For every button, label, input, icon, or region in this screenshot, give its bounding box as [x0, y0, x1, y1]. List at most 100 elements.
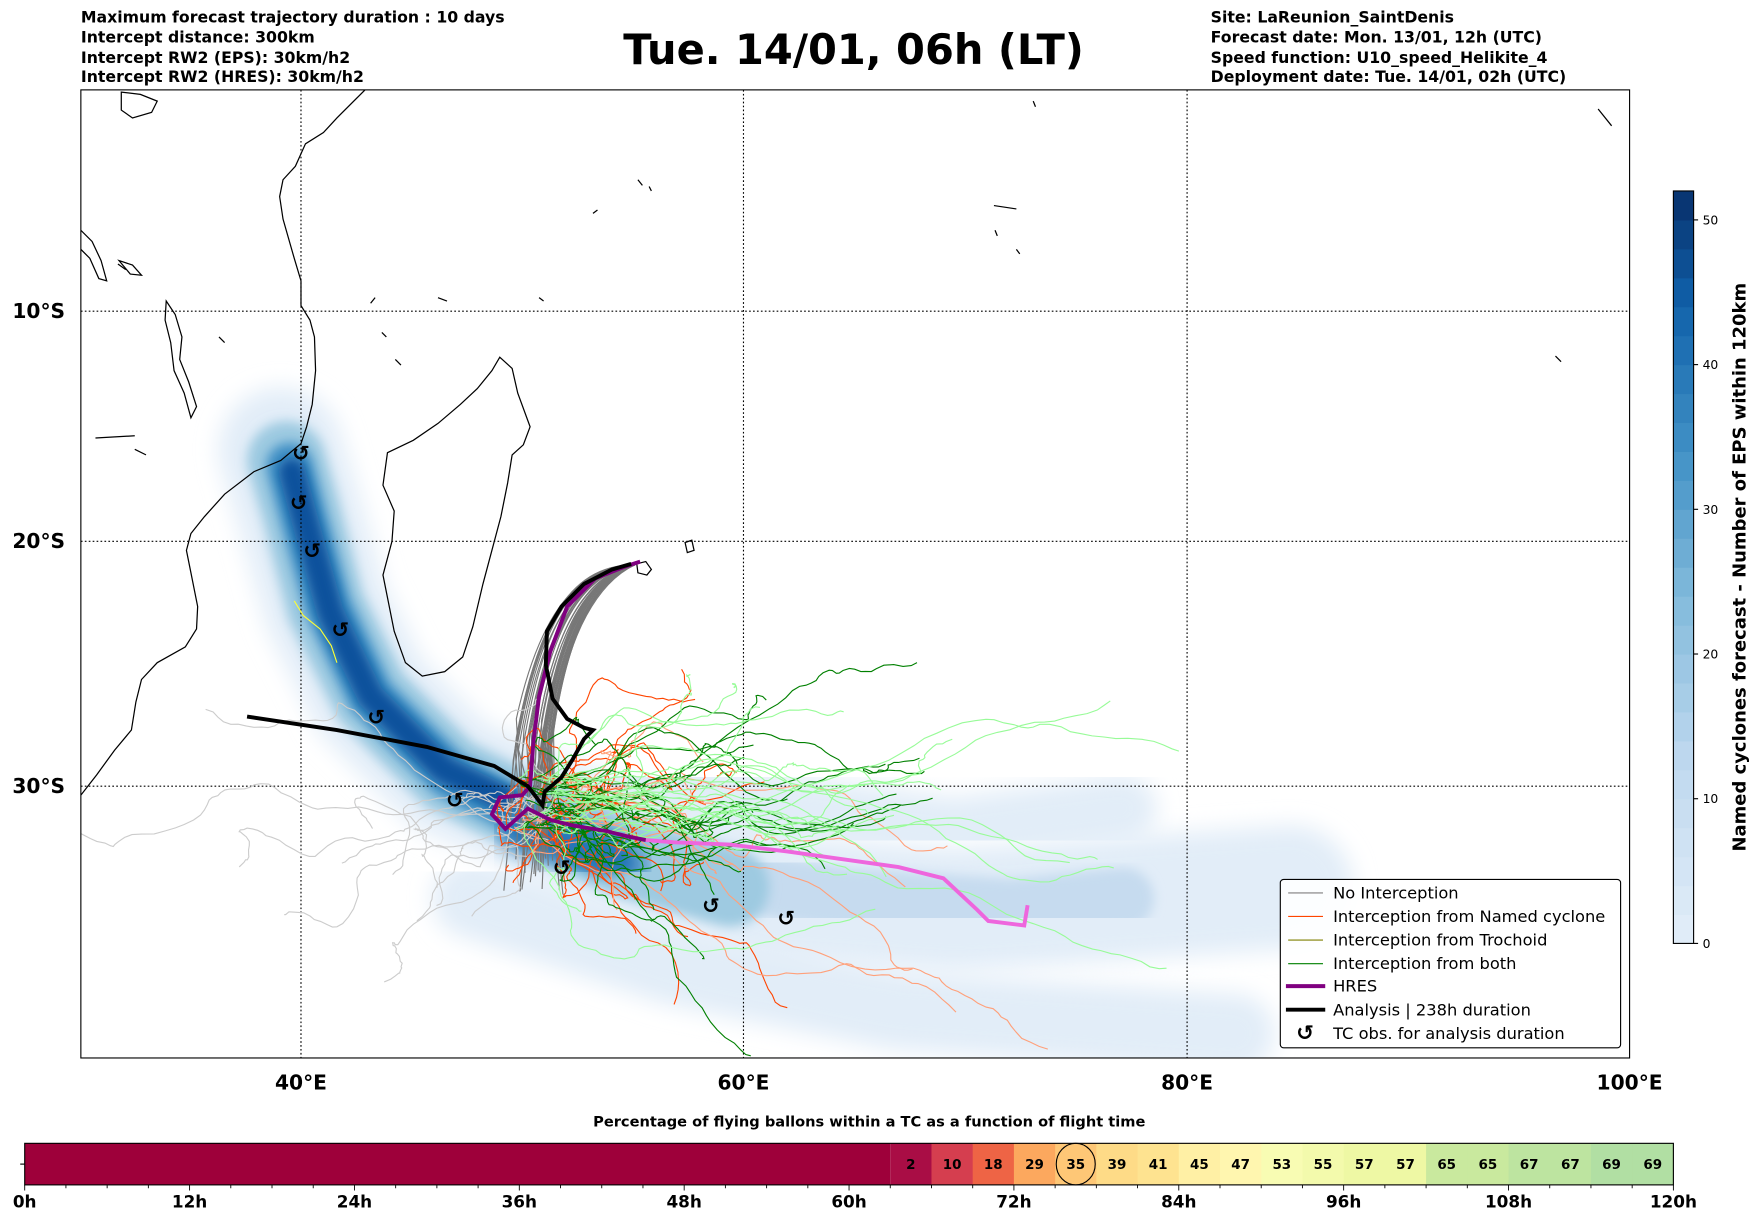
header-forecast-date: Forecast date: Mon. 13/01, 12h (UTC)	[1211, 28, 1542, 47]
bar-cell	[1178, 1143, 1221, 1185]
header-deployment-date: Deployment date: Tue. 14/01, 02h (UTC)	[1211, 67, 1567, 86]
colorbar-segment	[1673, 596, 1694, 626]
colorbar-segment	[1673, 219, 1694, 250]
trajectory-both-late	[569, 708, 844, 799]
bar-cell-value: 65	[1437, 1157, 1456, 1173]
lat-label-10s: 10°S	[12, 299, 65, 323]
colorbar-tick-label: 40	[1703, 358, 1719, 372]
bar-cell-value: 47	[1231, 1157, 1250, 1173]
colorbar-segment	[1673, 509, 1694, 539]
bar-x-tick-label: 60h	[831, 1191, 866, 1211]
colorbar-segment	[1673, 654, 1694, 684]
trajectory-both-late	[550, 718, 1180, 810]
hres-track-early	[489, 559, 647, 843]
legend-label-trochoid: Interception from Trochoid	[1333, 931, 1547, 950]
colorbar-tick-label: 20	[1703, 648, 1719, 662]
trajectory-no-interception	[533, 564, 635, 875]
trajectory-both-late	[528, 811, 582, 912]
bar-x-tick-label: 24h	[337, 1191, 372, 1211]
bar-cell	[972, 1143, 1015, 1185]
trajectory-both-late	[552, 745, 869, 815]
coastlines	[80, 89, 1613, 796]
header-site: Site: LaReunion_SaintDenis	[1211, 8, 1454, 27]
colorbar-tick-label: 10	[1703, 792, 1719, 806]
trajectory-named-cyclone	[554, 827, 664, 900]
trajectory-no-interception-late	[459, 792, 569, 831]
lon-label-60e: 60°E	[717, 1070, 769, 1094]
colorbar-segment	[1673, 769, 1694, 800]
trajectory-both-late	[547, 706, 761, 787]
map-area: ↺ ↺ ↺ ↺ ↺ ↺ ↺ ↺ ↺	[80, 89, 1630, 1058]
bar-cell-value: 53	[1272, 1157, 1291, 1173]
colorbar-segment	[1673, 480, 1694, 510]
trajectory-no-interception-late	[436, 776, 596, 906]
bar-cell	[890, 1143, 932, 1185]
coast-lake-mweru	[117, 259, 144, 276]
colorbar-segment	[1673, 422, 1694, 452]
colorbar-tick-label: 50	[1703, 213, 1719, 227]
trajectory-named-cyclone-late	[568, 819, 1048, 1050]
trajectory-no-interception	[540, 564, 635, 865]
trajectory-both-late	[536, 777, 895, 849]
trajectory-named-cyclone-late	[569, 816, 913, 971]
colorbar-segment	[1673, 538, 1694, 568]
lon-label-80e: 80°E	[1161, 1070, 1213, 1094]
bar-cell-value: 65	[1479, 1157, 1498, 1173]
trajectory-both	[557, 801, 628, 858]
trajectory-both-late	[563, 700, 1111, 805]
cyclone-symbol-icon: ↺	[446, 789, 464, 814]
header-intercept-eps: Intercept RW2 (EPS): 30km/h2	[81, 48, 350, 67]
colorbar-segment	[1673, 248, 1694, 279]
colorbar-segment	[1673, 856, 1694, 887]
bar-x-tick-label: 72h	[996, 1191, 1031, 1211]
colorbar-frame	[1672, 190, 1695, 944]
trajectory-both	[563, 745, 920, 787]
cyclone-symbol-icon: ↺	[331, 618, 349, 643]
analysis-track	[246, 561, 632, 811]
colorbar-segment	[1673, 364, 1694, 395]
trajectory-both-late	[573, 770, 1098, 860]
bar-cell	[1137, 1143, 1180, 1185]
trajectory-no-interception-late	[354, 793, 561, 868]
colorbar-segment	[1673, 335, 1694, 366]
bar-cell-value: 41	[1149, 1157, 1168, 1173]
colorbar-segment	[1673, 914, 1694, 944]
trajectory-named-cyclone	[539, 814, 629, 900]
flight-time-bar: 2 10 18 29 35 39 41 45 47 53 55 57 57 65 65 67 67 69 69 0h 1…	[13, 1142, 1697, 1211]
bar-cell	[1384, 1143, 1427, 1185]
header-speed-function: Speed function: U10_speed_Helikite_4	[1211, 48, 1548, 67]
bar-x-tick-label: 96h	[1326, 1191, 1361, 1211]
trajectory-both-late	[553, 776, 1114, 883]
colorbar-segment	[1673, 625, 1694, 655]
cyclone-symbol-icon: ↺	[777, 906, 795, 931]
legend-label-hres: HRES	[1333, 977, 1377, 996]
lon-label-100e: 100°E	[1597, 1070, 1663, 1094]
trajectory-no-interception-late	[392, 789, 543, 875]
bar-cell	[1343, 1143, 1386, 1185]
bar-cell	[1096, 1143, 1139, 1185]
legend-label-analysis: Analysis | 238h duration	[1333, 1000, 1531, 1019]
colorbar-segment	[1673, 711, 1694, 742]
coast-madagascar	[382, 356, 531, 677]
trajectory-named-cyclone-late	[574, 779, 734, 866]
coast-reunion	[636, 560, 653, 576]
legend: No Interception Interception from Named …	[1279, 878, 1622, 1049]
bar-cell-value: 10	[943, 1157, 962, 1173]
trajectory-no-interception-late	[283, 797, 545, 928]
bar-cell-value: 67	[1561, 1157, 1580, 1173]
trajectory-both-late	[537, 673, 692, 818]
trajectory-both-late	[551, 795, 825, 857]
trajectory-no-interception-late	[383, 786, 517, 983]
bar-cell	[1632, 1143, 1674, 1185]
bar-cell-value: 2	[906, 1157, 915, 1173]
hres-track-late	[645, 838, 1030, 928]
trajectory-both-late	[544, 791, 1070, 864]
trajectory-named-cyclone	[514, 743, 565, 846]
trajectory-both-late	[548, 806, 846, 843]
cyclone-symbol-icon: ↺	[303, 539, 321, 564]
bar-cell-value: 35	[1066, 1157, 1085, 1173]
header-right: Site: LaReunion_SaintDenis Forecast date…	[1211, 8, 1567, 87]
bar-cell-value: 57	[1396, 1157, 1415, 1173]
bar-cell-value: 57	[1355, 1157, 1374, 1173]
